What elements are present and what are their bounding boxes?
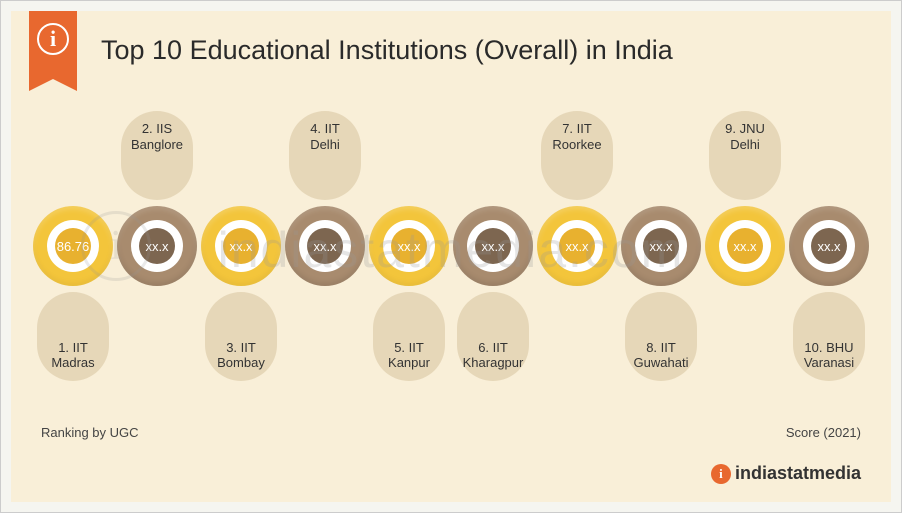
rank-node: 10. BHUVaranasixx.x bbox=[789, 206, 869, 286]
score-value: xx.x bbox=[391, 228, 427, 264]
rank-number: 7. IIT bbox=[545, 121, 609, 137]
rank-place: Delhi bbox=[713, 137, 777, 153]
rank-number: 9. JNU bbox=[713, 121, 777, 137]
rank-label: 6. IITKharagpur bbox=[457, 292, 529, 381]
rank-place: Delhi bbox=[293, 137, 357, 153]
score-value: xx.x bbox=[307, 228, 343, 264]
score-value: xx.x bbox=[643, 228, 679, 264]
rank-node: 6. IITKharagpurxx.x bbox=[453, 206, 533, 286]
rank-node: 4. IITDelhixx.x bbox=[285, 206, 365, 286]
rank-label: 5. IITKanpur bbox=[373, 292, 445, 381]
rank-label: 2. IISBanglore bbox=[121, 111, 193, 200]
ranking-chart: 1. IITMadras86.762. IISBanglorexx.x3. II… bbox=[33, 146, 869, 346]
rank-label: 3. IITBombay bbox=[205, 292, 277, 381]
score-value: xx.x bbox=[223, 228, 259, 264]
rank-label: 7. IITRoorkee bbox=[541, 111, 613, 200]
rank-label: 9. JNUDelhi bbox=[709, 111, 781, 200]
rank-node: 2. IISBanglorexx.x bbox=[117, 206, 197, 286]
rank-place: Varanasi bbox=[797, 355, 861, 371]
score-value: xx.x bbox=[727, 228, 763, 264]
rank-label: 4. IITDelhi bbox=[289, 111, 361, 200]
rank-label: 10. BHUVaranasi bbox=[793, 292, 865, 381]
rank-number: 10. BHU bbox=[797, 340, 861, 356]
page-title: Top 10 Educational Institutions (Overall… bbox=[101, 35, 673, 66]
rank-place: Banglore bbox=[125, 137, 189, 153]
brand-logo: i indiastatmedia bbox=[711, 463, 861, 484]
info-icon: i bbox=[37, 23, 69, 55]
rank-label: 1. IITMadras bbox=[37, 292, 109, 381]
rank-number: 8. IIT bbox=[629, 340, 693, 356]
brand-icon: i bbox=[711, 464, 731, 484]
rank-place: Roorkee bbox=[545, 137, 609, 153]
score-value: xx.x bbox=[475, 228, 511, 264]
canvas: i Top 10 Educational Institutions (Overa… bbox=[11, 11, 891, 502]
score-value: xx.x bbox=[811, 228, 847, 264]
rank-number: 6. IIT bbox=[461, 340, 525, 356]
rank-node: 7. IITRoorkeexx.x bbox=[537, 206, 617, 286]
rank-node: 8. IITGuwahatixx.x bbox=[621, 206, 701, 286]
rank-number: 4. IIT bbox=[293, 121, 357, 137]
score-value: 86.76 bbox=[55, 228, 91, 264]
rank-place: Kanpur bbox=[377, 355, 441, 371]
rank-node: 5. IITKanpurxx.x bbox=[369, 206, 449, 286]
rank-node: 1. IITMadras86.76 bbox=[33, 206, 113, 286]
rank-label: 8. IITGuwahati bbox=[625, 292, 697, 381]
score-year: Score (2021) bbox=[786, 425, 861, 440]
rank-place: Kharagpur bbox=[461, 355, 525, 371]
score-value: xx.x bbox=[139, 228, 175, 264]
rank-number: 5. IIT bbox=[377, 340, 441, 356]
rank-number: 2. IIS bbox=[125, 121, 189, 137]
rank-place: Guwahati bbox=[629, 355, 693, 371]
rank-number: 3. IIT bbox=[209, 340, 273, 356]
rank-number: 1. IIT bbox=[41, 340, 105, 356]
rank-node: 3. IITBombayxx.x bbox=[201, 206, 281, 286]
ranking-source: Ranking by UGC bbox=[41, 425, 139, 440]
rank-node: 9. JNUDelhixx.x bbox=[705, 206, 785, 286]
brand-text: indiastatmedia bbox=[735, 463, 861, 484]
rank-place: Madras bbox=[41, 355, 105, 371]
rank-place: Bombay bbox=[209, 355, 273, 371]
ribbon: i bbox=[29, 11, 77, 79]
score-value: xx.x bbox=[559, 228, 595, 264]
